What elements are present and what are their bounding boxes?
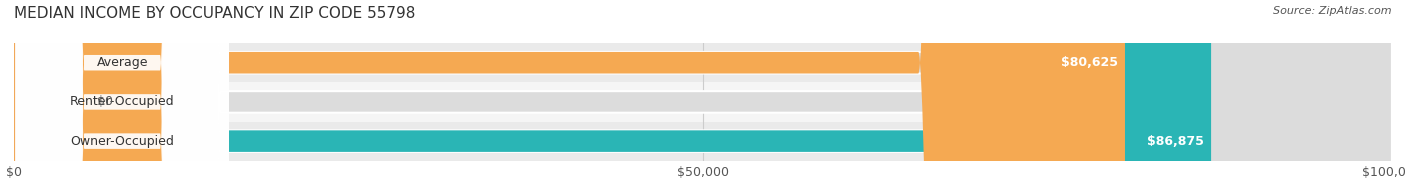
Text: Renter-Occupied: Renter-Occupied <box>70 95 174 108</box>
FancyBboxPatch shape <box>14 0 1392 196</box>
FancyBboxPatch shape <box>14 0 1125 196</box>
Text: $86,875: $86,875 <box>1147 135 1204 148</box>
Text: Average: Average <box>97 56 148 69</box>
Text: $0: $0 <box>97 95 112 108</box>
FancyBboxPatch shape <box>15 0 229 196</box>
Text: $80,625: $80,625 <box>1062 56 1118 69</box>
Text: Owner-Occupied: Owner-Occupied <box>70 135 174 148</box>
Text: MEDIAN INCOME BY OCCUPANCY IN ZIP CODE 55798: MEDIAN INCOME BY OCCUPANCY IN ZIP CODE 5… <box>14 6 415 21</box>
FancyBboxPatch shape <box>14 0 1392 196</box>
FancyBboxPatch shape <box>14 0 1392 196</box>
Bar <box>14 82 1392 122</box>
FancyBboxPatch shape <box>14 0 69 196</box>
Bar <box>14 122 1392 161</box>
FancyBboxPatch shape <box>15 0 229 196</box>
Bar <box>14 43 1392 82</box>
FancyBboxPatch shape <box>15 0 229 196</box>
Text: Source: ZipAtlas.com: Source: ZipAtlas.com <box>1274 6 1392 16</box>
FancyBboxPatch shape <box>14 0 1211 196</box>
